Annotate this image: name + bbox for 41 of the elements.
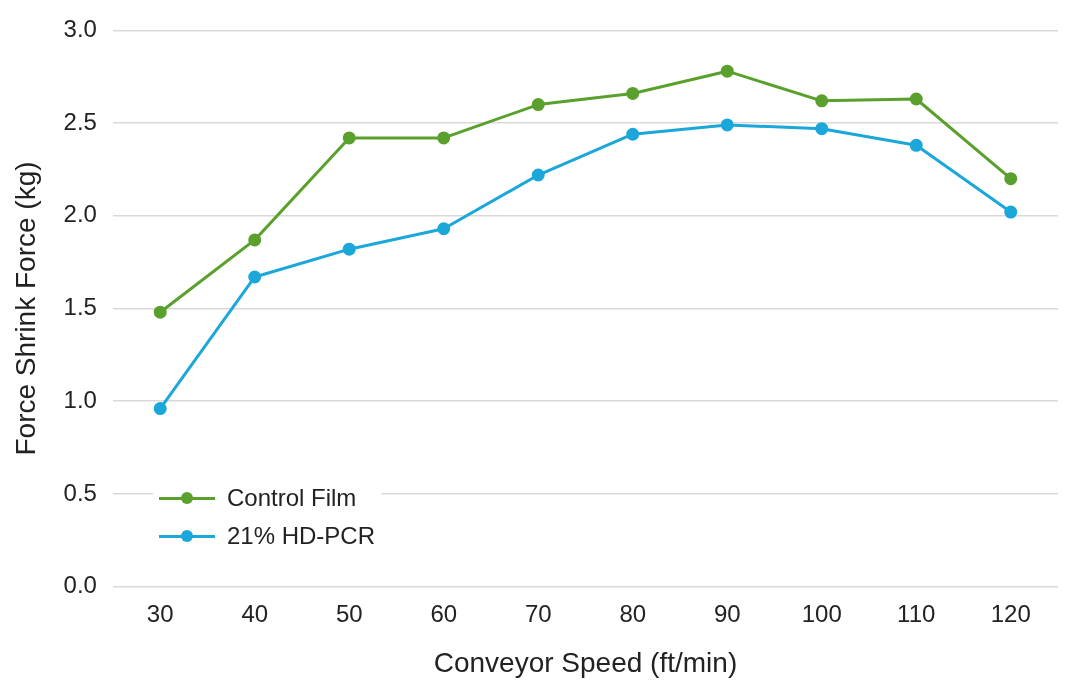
point bbox=[342, 242, 356, 256]
x-tick-label: 30 bbox=[146, 599, 174, 627]
x-tick-label: 70 bbox=[524, 599, 552, 627]
point bbox=[437, 131, 451, 145]
point bbox=[626, 86, 640, 100]
legend-label: Control Film bbox=[226, 483, 357, 512]
point bbox=[342, 131, 356, 145]
point bbox=[626, 127, 640, 141]
point bbox=[248, 270, 262, 284]
point bbox=[153, 402, 167, 416]
y-tick-label: 2.5 bbox=[63, 107, 97, 135]
point bbox=[815, 94, 829, 108]
point bbox=[531, 168, 545, 182]
point bbox=[1004, 172, 1018, 186]
x-tick-label: 110 bbox=[897, 599, 936, 627]
y-tick-label: 0.5 bbox=[63, 478, 97, 506]
x-tick-label: 80 bbox=[619, 599, 647, 627]
x-tick-label: 120 bbox=[990, 599, 1031, 627]
x-tick-label: 40 bbox=[241, 599, 269, 627]
x-tick-label: 90 bbox=[713, 599, 741, 627]
y-tick-label: 3.0 bbox=[63, 15, 97, 43]
point bbox=[720, 118, 734, 132]
y-tick-label: 1.0 bbox=[63, 385, 97, 413]
point bbox=[720, 64, 734, 78]
point bbox=[815, 122, 829, 136]
x-tick-label: 100 bbox=[801, 599, 842, 627]
y-tick-label: 1.5 bbox=[63, 293, 97, 321]
x-axis-title: Conveyor Speed (ft/min) bbox=[433, 646, 738, 678]
x-tick-label: 60 bbox=[430, 599, 458, 627]
y-axis-title: Force Shrink Force (kg) bbox=[9, 161, 41, 456]
point bbox=[437, 222, 451, 236]
point bbox=[531, 98, 545, 112]
point bbox=[909, 138, 923, 152]
point bbox=[909, 92, 923, 106]
point bbox=[248, 233, 262, 247]
point bbox=[153, 305, 167, 319]
x-tick-label: 50 bbox=[335, 599, 363, 627]
point bbox=[1004, 205, 1018, 219]
y-tick-label: 2.0 bbox=[63, 200, 97, 228]
y-tick-label: 0.0 bbox=[63, 571, 97, 599]
legend-label: 21% HD-PCR bbox=[226, 521, 375, 550]
